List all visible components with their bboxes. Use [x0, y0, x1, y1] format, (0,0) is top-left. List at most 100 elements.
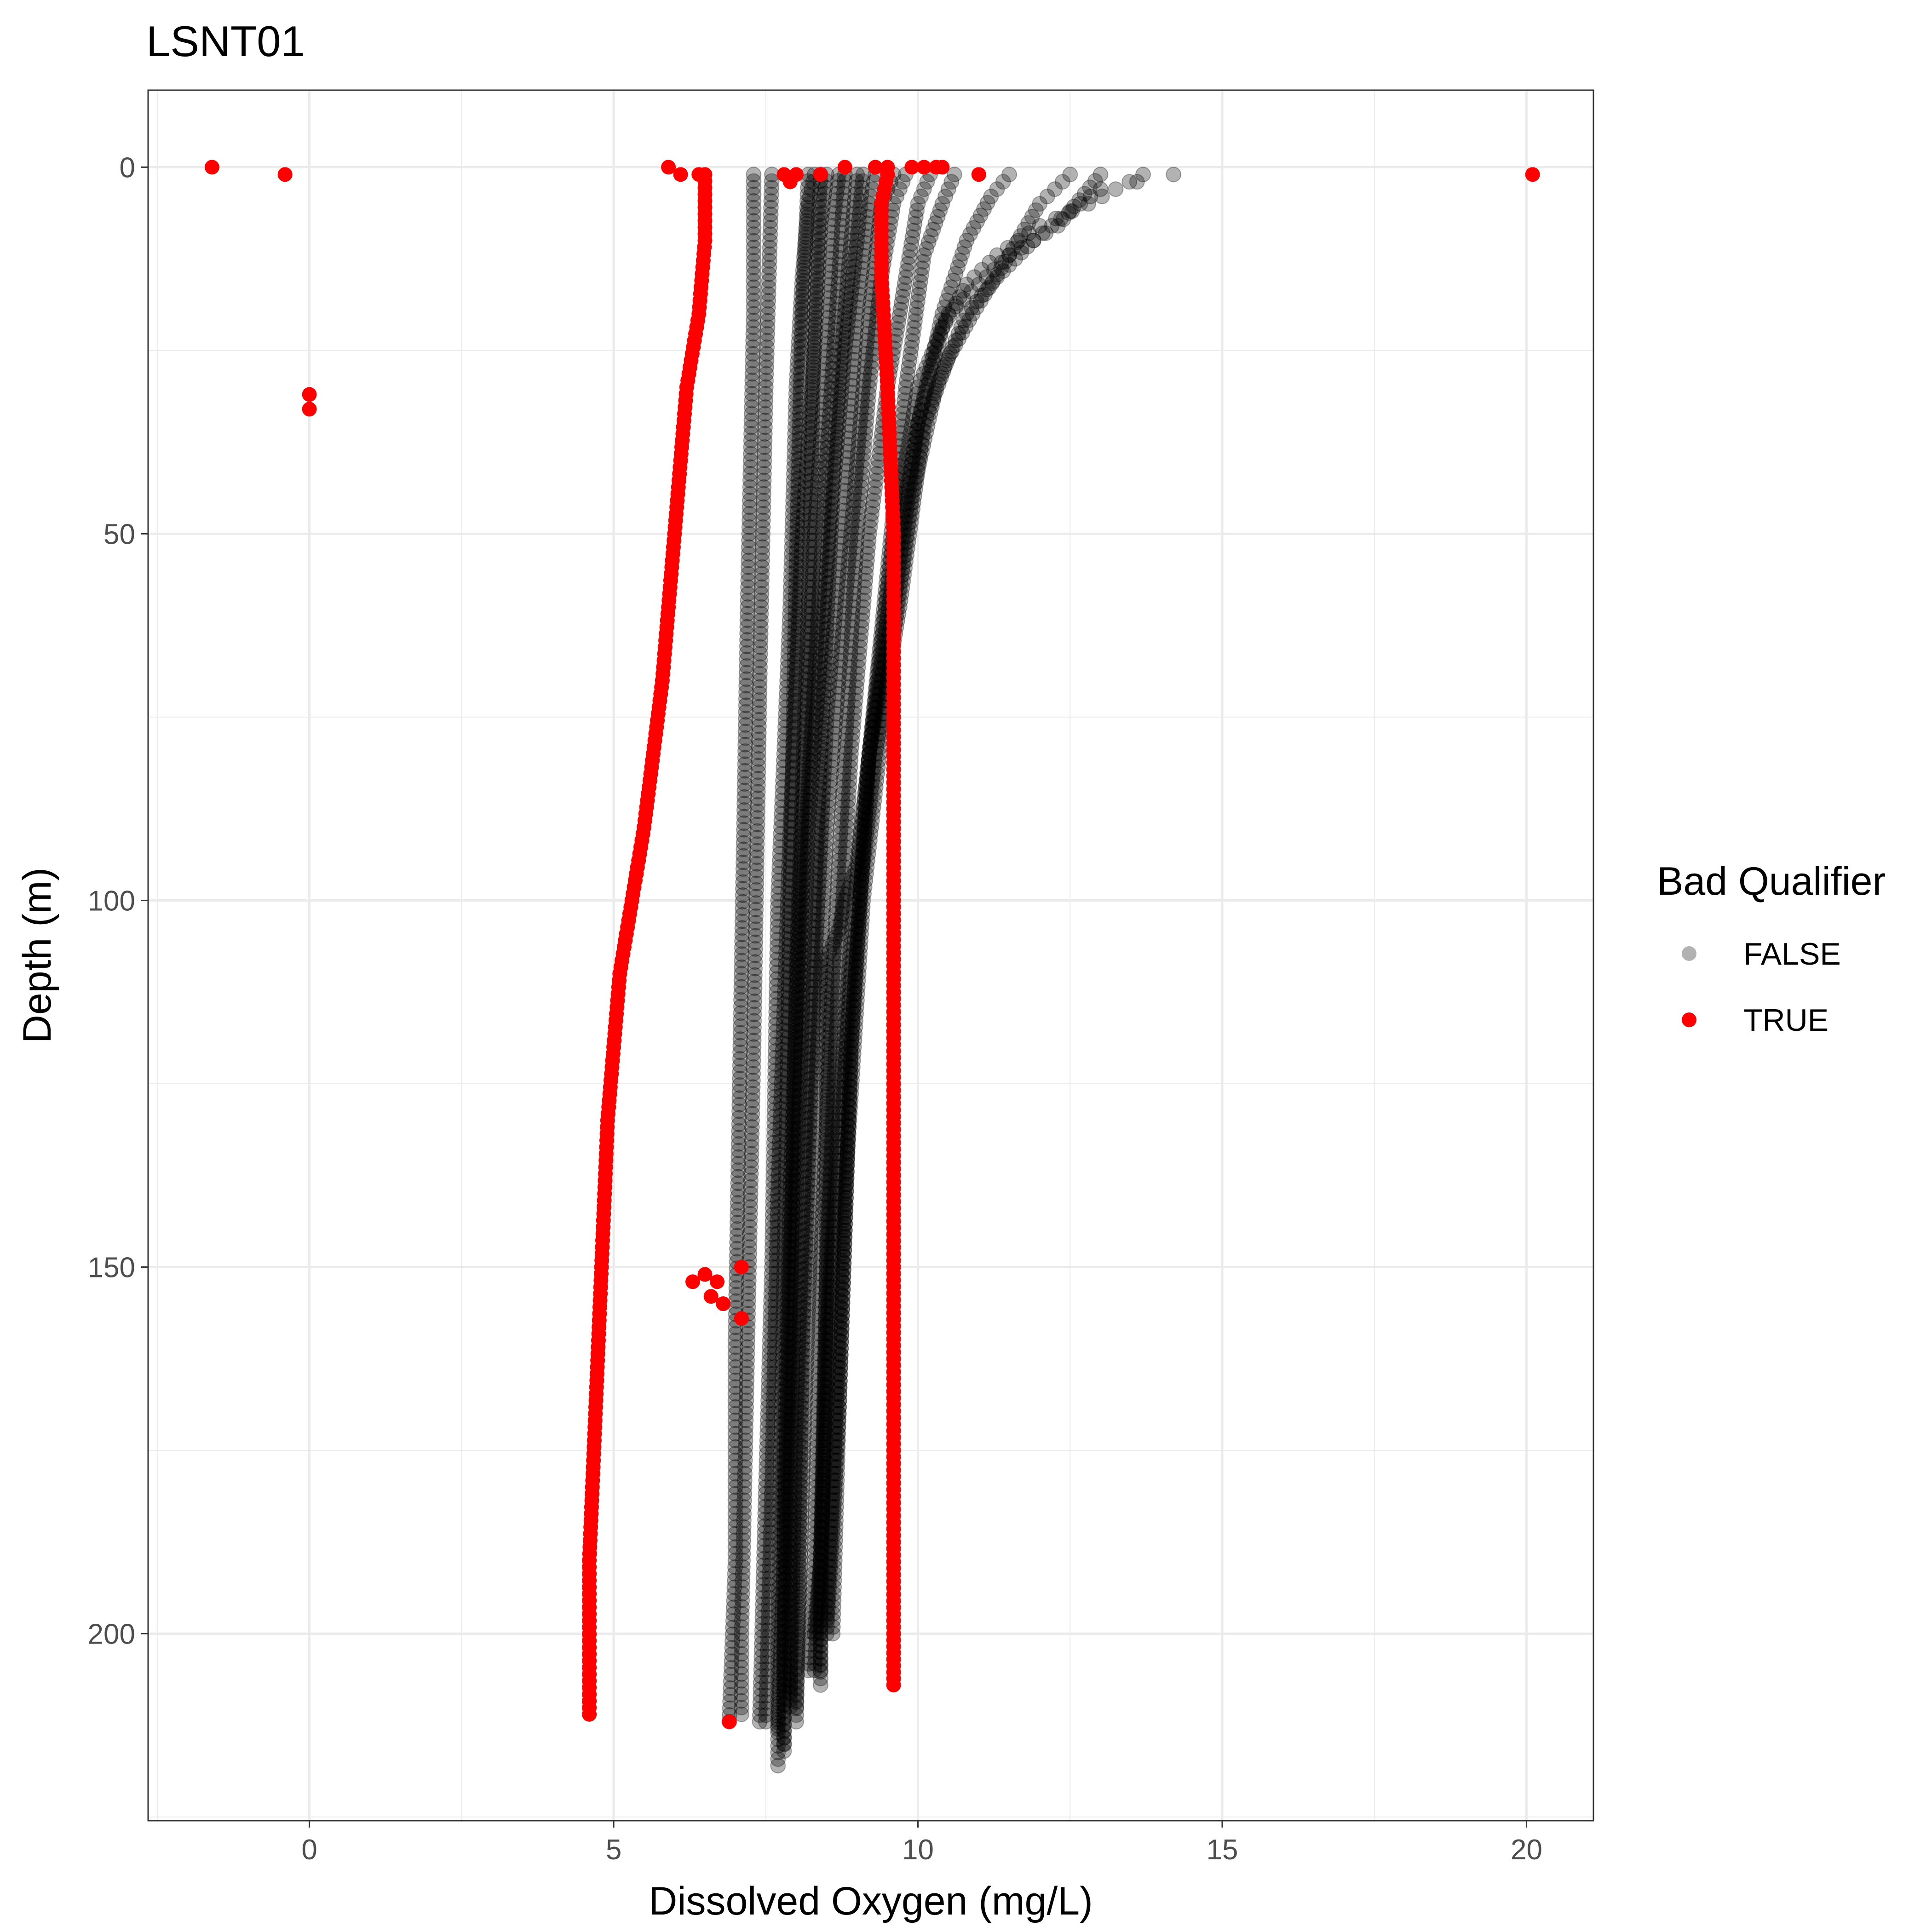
- data-point-false: [787, 426, 803, 442]
- data-point-false: [769, 965, 785, 981]
- data-point-false: [780, 1305, 796, 1322]
- data-point-false: [795, 799, 811, 815]
- data-point-false: [768, 997, 784, 1013]
- data-point-false: [794, 826, 810, 842]
- data-point-false: [759, 1649, 776, 1665]
- data-point-false: [786, 732, 802, 748]
- data-point-false: [809, 626, 825, 642]
- data-point-false: [815, 401, 831, 417]
- data-point-false: [781, 1319, 797, 1335]
- data-point-false: [764, 1479, 780, 1495]
- data-point-false: [776, 1709, 792, 1725]
- data-point-false: [766, 1366, 782, 1382]
- data-point-false: [771, 1695, 787, 1711]
- data-point-false: [782, 806, 799, 822]
- data-point-false: [775, 1585, 791, 1601]
- data-point-false: [765, 1399, 782, 1415]
- data-point-false: [782, 1186, 798, 1202]
- data-point-false: [760, 1622, 776, 1639]
- data-point-false: [759, 1688, 775, 1704]
- data-point-false: [782, 1259, 798, 1275]
- data-point-false: [801, 421, 817, 437]
- data-point-false: [759, 1432, 775, 1449]
- data-point-false: [754, 1616, 770, 1632]
- data-point-false: [780, 1346, 796, 1362]
- data-point-false: [806, 532, 822, 548]
- data-point-false: [790, 956, 806, 972]
- data-point-false: [770, 899, 786, 915]
- data-point-false: [776, 1538, 792, 1554]
- data-point-false: [784, 526, 800, 542]
- data-point-false: [849, 167, 865, 183]
- data-point-false: [792, 891, 808, 907]
- data-point-false: [791, 1004, 807, 1020]
- data-point-false: [776, 1676, 792, 1692]
- data-point-false: [770, 1721, 786, 1737]
- data-point-false: [818, 459, 834, 475]
- data-point-false: [805, 356, 822, 372]
- data-point-false: [802, 414, 818, 431]
- data-point-false: [763, 1279, 779, 1295]
- data-point-false: [814, 205, 830, 221]
- data-point-false: [794, 546, 810, 562]
- data-point-false: [773, 1087, 789, 1104]
- data-point-false: [795, 262, 811, 278]
- data-point-false: [762, 1326, 778, 1342]
- data-point-false: [794, 539, 810, 555]
- data-point-false: [832, 256, 848, 272]
- data-point-false: [770, 1714, 786, 1731]
- data-point-false: [787, 706, 803, 722]
- data-point-false: [760, 1635, 776, 1651]
- data-point-false: [784, 766, 800, 782]
- data-point-false: [793, 559, 809, 575]
- data-point-false: [782, 839, 798, 855]
- data-point-false: [779, 1412, 795, 1428]
- data-point-false: [769, 1252, 785, 1268]
- data-point-false: [760, 1379, 776, 1395]
- data-point-false: [797, 236, 813, 252]
- data-point-false: [816, 375, 833, 391]
- data-point-false: [808, 506, 824, 522]
- data-point-false: [785, 1180, 801, 1196]
- data-point-false: [776, 1644, 792, 1660]
- data-point-false: [772, 1656, 788, 1672]
- major-gridlines: [148, 90, 1593, 1821]
- data-point-false: [799, 812, 815, 828]
- data-point-false: [774, 1611, 790, 1627]
- data-point-false: [799, 454, 815, 470]
- data-point-false: [779, 1406, 795, 1422]
- data-point-false: [821, 303, 837, 319]
- data-point-false: [759, 1642, 776, 1658]
- data-point-false: [807, 512, 823, 529]
- data-point-false: [785, 499, 801, 515]
- data-point-false: [765, 1412, 782, 1428]
- data-point-false: [776, 1002, 792, 1018]
- data-point-false: [783, 1166, 799, 1182]
- data-point-false: [790, 950, 806, 966]
- data-point-false: [768, 1036, 784, 1052]
- data-point-false: [812, 224, 828, 241]
- data-point-false: [780, 885, 796, 901]
- data-point-false: [799, 699, 815, 715]
- data-point-false: [817, 479, 833, 495]
- data-point-false: [783, 793, 799, 809]
- data-point-false: [778, 699, 794, 715]
- data-point-false: [769, 978, 785, 994]
- data-point-false: [776, 1519, 793, 1535]
- data-point-false: [765, 1207, 781, 1223]
- data-point-false: [782, 606, 798, 622]
- data-point-false: [789, 1036, 805, 1052]
- data-point-false: [790, 1030, 806, 1046]
- data-point-false: [765, 1194, 781, 1210]
- data-point-false: [768, 1004, 784, 1020]
- data-point-false: [778, 1386, 794, 1402]
- data-point-false: [773, 812, 789, 828]
- data-point-false: [779, 673, 795, 689]
- data-point-false: [793, 566, 809, 582]
- data-point-false: [762, 1319, 778, 1335]
- data-point-false: [812, 572, 828, 588]
- plot-panel: [147, 89, 1594, 1822]
- data-point-false: [779, 911, 795, 927]
- data-point-false: [792, 965, 808, 981]
- data-point-false: [782, 1246, 799, 1262]
